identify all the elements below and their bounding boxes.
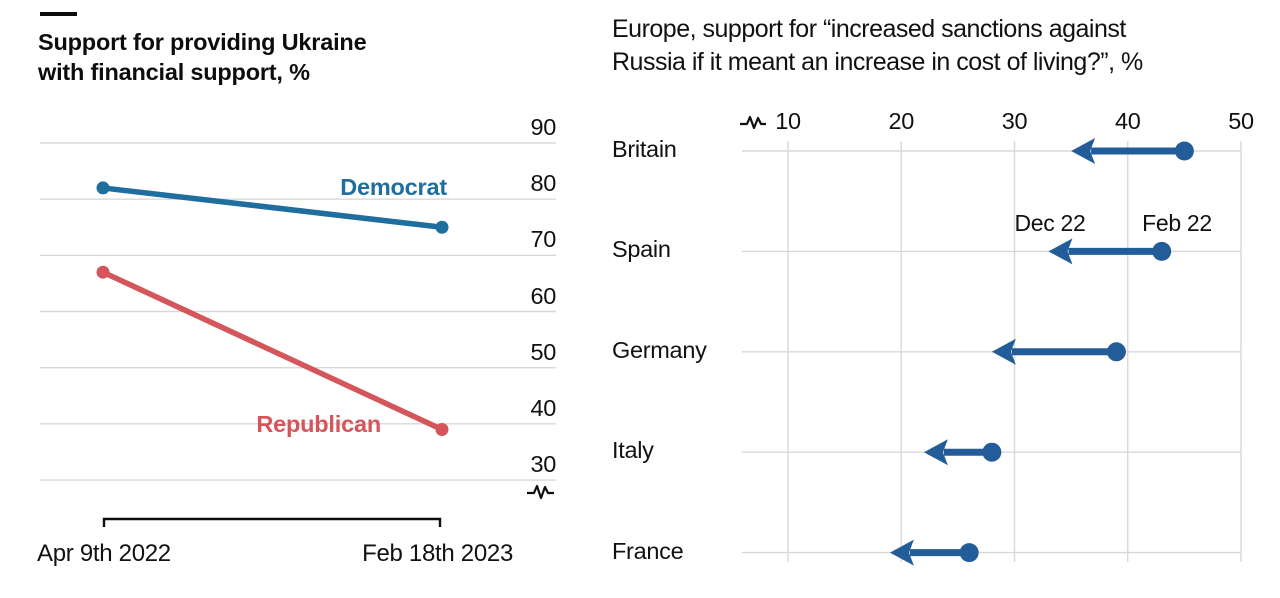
x-tick-label-30: 30 [1001,108,1028,134]
republican-series-label: Republican [256,411,381,437]
right-chart-title: Europe, support for “increased sanctions… [612,13,1143,79]
x-axis-end-date-label: Feb 18th 2023 [362,540,513,567]
start-dot-spain [1152,241,1172,261]
y-tick-label-50: 50 [530,338,556,365]
feb-22-annotation: Feb 22 [1142,210,1212,236]
start-dot-britain [1174,141,1194,161]
democrat-line [100,185,445,231]
country-label-italy: Italy [612,437,654,464]
x-axis-start-date-label: Apr 9th 2022 [37,540,171,567]
left-chart-title: Support for providing Ukraine with finan… [38,27,367,87]
start-dot-france [959,543,979,563]
x-tick-label-50: 50 [1228,108,1254,134]
country-label-britain: Britain [612,136,677,162]
country-label-spain: Spain [612,236,671,263]
dec-22-annotation: Dec 22 [1014,210,1086,236]
left-title-line-2: with financial support, % [38,59,310,85]
x-axis-bracket [102,517,442,527]
right-title-line-2: Russia if it meant an increase in cost o… [612,48,1143,76]
start-dot-italy [982,442,1002,462]
republican-end-dot [435,422,449,436]
arrow-head-france [889,539,914,566]
arrow-head-italy [923,439,948,466]
y-tick-label-80: 80 [530,170,556,197]
x-tick-label-20: 20 [888,108,915,134]
right-title-line-1: Europe, support for “increased sanctions… [612,15,1126,43]
y-tick-label-70: 70 [530,226,556,253]
y-tick-label-30: 30 [530,451,556,478]
right-axis-break-icon [740,115,766,130]
arrow-head-britain [1071,138,1096,164]
y-tick-label-90: 90 [530,114,556,140]
country-label-france: France [612,537,684,564]
x-tick-label-10: 10 [775,108,801,134]
arrow-head-spain [1048,238,1073,265]
y-tick-label-60: 60 [530,282,556,309]
start-dot-germany [1106,342,1126,362]
top-rule [40,12,77,16]
left-axis-break-icon [527,484,554,500]
republican-start-dot [96,265,110,279]
republican-line [100,269,445,433]
country-label-germany: Germany [612,336,707,363]
democrat-end-dot [435,220,449,234]
x-tick-label-40: 40 [1114,108,1141,134]
left-title-line-1: Support for providing Ukraine [38,29,367,55]
democrat-series-label: Democrat [340,174,447,200]
democrat-start-dot [96,181,110,195]
y-tick-label-40: 40 [530,394,556,421]
arrow-head-germany [991,338,1016,365]
